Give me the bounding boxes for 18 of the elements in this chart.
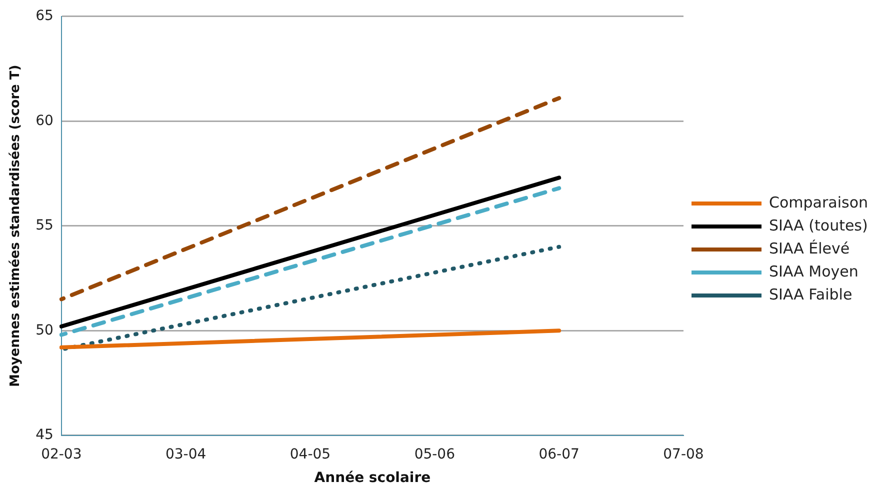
y-tick-label: 50 (36, 322, 54, 338)
y-tick-label: 55 (36, 218, 54, 234)
legend-label: SIAA Moyen (769, 262, 858, 280)
y-tick-label: 65 (36, 8, 54, 24)
x-tick-label: 07-08 (663, 446, 704, 462)
y-tick-label: 60 (36, 112, 54, 129)
legend-label: Comparaison (769, 193, 868, 212)
x-axis-title: Année scolaire (314, 470, 431, 486)
legend-label: SIAA (toutes) (769, 216, 868, 234)
x-tick-label: 02-03 (41, 446, 82, 462)
x-tick-label: 03-04 (165, 446, 206, 462)
y-axis-title: Moyennes estimées standardisées (score T) (8, 64, 24, 387)
y-tick-label: 45 (36, 427, 54, 444)
legend-label: SIAA Faible (769, 285, 852, 304)
x-tick-label: 05-06 (414, 446, 456, 462)
x-tick-label: 06-07 (538, 446, 580, 462)
legend-label: SIAA Élevé (769, 239, 850, 258)
x-tick-label: 04-05 (290, 446, 331, 462)
